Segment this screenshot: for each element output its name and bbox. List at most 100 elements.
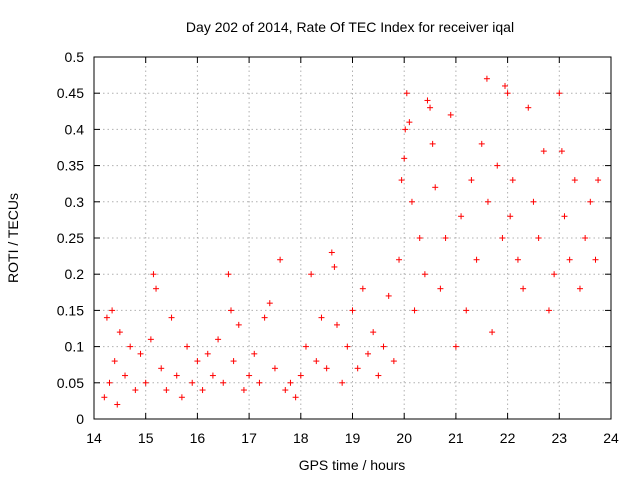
data-point-marker — [194, 358, 201, 365]
data-point-marker — [204, 350, 211, 357]
x-tick-label: 15 — [138, 430, 154, 446]
data-point-marker — [302, 343, 309, 350]
y-tick-label: 0.25 — [57, 230, 84, 246]
y-tick-labels: 0 0.05 0.1 0.15 0.2 0.25 0.3 0.35 0.4 0.45 0.5 — [57, 49, 84, 427]
data-point-marker — [401, 155, 408, 162]
data-point-marker — [333, 321, 340, 328]
data-point-marker — [323, 365, 330, 372]
data-point-marker — [178, 394, 185, 401]
data-point-marker — [502, 82, 509, 89]
data-points — [101, 75, 602, 408]
data-point-marker — [256, 379, 263, 386]
y-tick-label: 0.4 — [65, 121, 85, 137]
data-point-marker — [150, 271, 157, 278]
data-point-marker — [587, 198, 594, 205]
data-point-marker — [111, 358, 118, 365]
data-point-marker — [561, 213, 568, 220]
data-point-marker — [271, 365, 278, 372]
data-point-marker — [142, 379, 149, 386]
data-point-marker — [545, 307, 552, 314]
data-point-marker — [308, 271, 315, 278]
data-point-marker — [432, 184, 439, 191]
data-point-marker — [331, 263, 338, 270]
data-point-marker — [199, 387, 206, 394]
data-point-marker — [359, 285, 366, 292]
data-point-marker — [582, 235, 589, 241]
data-point-marker — [209, 372, 216, 379]
data-point-marker — [576, 285, 583, 292]
data-point-marker — [277, 256, 284, 263]
x-tick-label: 21 — [448, 430, 464, 446]
y-tick-label: 0.15 — [57, 302, 84, 318]
data-point-marker — [520, 285, 527, 292]
data-point-marker — [525, 104, 532, 111]
data-point-marker — [313, 358, 320, 365]
data-point-marker — [228, 307, 235, 314]
data-point-marker — [468, 177, 475, 184]
data-point-marker — [478, 140, 485, 147]
data-point-marker — [122, 372, 129, 379]
chart-title: Day 202 of 2014, Rate Of TEC Index for r… — [186, 19, 514, 35]
data-point-marker — [558, 148, 565, 155]
data-point-marker — [127, 343, 134, 350]
data-point-marker — [328, 249, 335, 256]
x-tick-label: 22 — [500, 430, 516, 446]
data-point-marker — [442, 235, 449, 241]
y-tick-label: 0.2 — [65, 266, 85, 282]
data-point-marker — [530, 198, 537, 205]
data-point-marker — [344, 343, 351, 350]
data-point-marker — [235, 321, 242, 328]
y-axis-title: ROTI / TECUs — [5, 193, 21, 283]
data-point-marker — [551, 271, 558, 278]
data-point-marker — [571, 177, 578, 184]
data-point-marker — [225, 271, 232, 278]
data-point-marker — [158, 365, 165, 372]
data-point-marker — [365, 350, 372, 357]
x-tick-label: 23 — [552, 430, 568, 446]
data-point-marker — [137, 350, 144, 357]
data-point-marker — [240, 387, 247, 394]
x-tick-label: 18 — [293, 430, 309, 446]
x-axis-title: GPS time / hours — [299, 457, 406, 473]
data-point-marker — [494, 162, 501, 169]
data-point-marker — [168, 314, 175, 321]
data-point-marker — [484, 198, 491, 205]
data-point-marker — [354, 365, 361, 372]
x-tick-label: 24 — [603, 430, 619, 446]
axis-ticks — [93, 56, 612, 420]
data-point-marker — [398, 177, 405, 184]
data-point-marker — [375, 372, 382, 379]
data-point-marker — [246, 372, 253, 379]
x-tick-labels: 14 15 16 17 18 19 20 21 22 23 24 — [86, 430, 619, 446]
data-point-marker — [473, 256, 480, 263]
data-point-marker — [266, 300, 273, 307]
data-point-marker — [385, 292, 392, 299]
data-point-marker — [349, 307, 356, 314]
data-point-marker — [390, 358, 397, 365]
data-point-marker — [163, 387, 170, 394]
data-point-marker — [220, 379, 227, 386]
data-point-marker — [109, 307, 116, 314]
data-point-marker — [215, 336, 222, 343]
data-point-marker — [147, 336, 154, 343]
data-point-marker — [499, 235, 506, 241]
data-point-marker — [173, 372, 180, 379]
x-tick-label: 17 — [241, 430, 257, 446]
data-point-marker — [189, 379, 196, 386]
data-point-marker — [483, 75, 490, 82]
data-point-marker — [411, 307, 418, 314]
data-point-marker — [429, 140, 436, 147]
data-point-marker — [509, 177, 516, 184]
y-tick-label: 0.1 — [65, 339, 85, 355]
data-point-marker — [458, 213, 465, 220]
data-point-marker — [463, 307, 470, 314]
data-point-marker — [540, 148, 547, 155]
data-point-marker — [504, 90, 511, 97]
data-point-marker — [396, 256, 403, 263]
data-point-marker — [421, 271, 428, 278]
plot-frame — [93, 56, 612, 420]
data-point-marker — [447, 111, 454, 118]
data-point-marker — [318, 314, 325, 321]
data-point-marker — [402, 126, 409, 133]
